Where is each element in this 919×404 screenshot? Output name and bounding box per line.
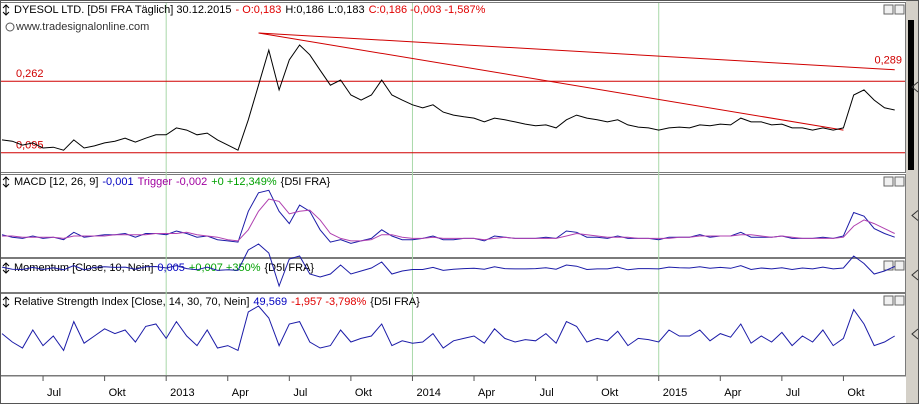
panel bbox=[0, 174, 906, 258]
scale-arrow bbox=[911, 328, 919, 340]
header-part: Trigger bbox=[138, 176, 173, 188]
header-part: -1,957 -3,798% bbox=[291, 296, 366, 308]
panel-header: DYESOL LTD. [D5I FRA Täglich] 30.12.2015… bbox=[14, 4, 486, 16]
panel-header: MACD [12, 26, 9] -0,001 Trigger -0,002 +0 +1… bbox=[14, 176, 331, 188]
series-line bbox=[1, 243, 895, 288]
header-part: -0,002 bbox=[176, 176, 207, 188]
series-line bbox=[2, 198, 895, 242]
x-tick-label: Apr bbox=[232, 387, 249, 399]
header-part: +0 +12,349% bbox=[211, 176, 277, 188]
panel bbox=[0, 258, 906, 293]
scale-arrow bbox=[911, 210, 919, 221]
title: DYESOL LTD. [D5I FRA Täglich] 30.12.2015 bbox=[14, 4, 231, 16]
scrollbar[interactable] bbox=[908, 20, 914, 170]
watermark: www.tradesignalonline.com bbox=[15, 21, 149, 33]
header-part: +0,007 +350% bbox=[189, 262, 261, 274]
x-tick-label: Okt bbox=[109, 387, 126, 399]
header-part: {D5I FRA} bbox=[370, 296, 420, 308]
x-tick-label: Jul bbox=[293, 387, 307, 399]
header-part: MACD [12, 26, 9] bbox=[14, 176, 98, 188]
window-button[interactable] bbox=[883, 295, 894, 306]
header-part: 0,005 bbox=[157, 262, 185, 274]
scale-arrow bbox=[911, 269, 919, 281]
panel bbox=[0, 2, 906, 173]
header-icon bbox=[2, 4, 10, 16]
window-button[interactable] bbox=[894, 4, 905, 15]
x-tick-label: 2015 bbox=[663, 387, 687, 399]
trend-line bbox=[258, 32, 844, 131]
series-line bbox=[1, 44, 895, 151]
header-part: C:0,186 -0,003 -1,587% bbox=[369, 4, 486, 16]
x-tick-label: Okt bbox=[847, 387, 864, 399]
x-tick-label: Apr bbox=[724, 387, 741, 399]
x-tick-label: Apr bbox=[478, 387, 495, 399]
horizontal-line-label: 0,262 bbox=[16, 68, 44, 80]
x-tick-label: 2013 bbox=[170, 387, 194, 399]
header-part: {D5I FRA} bbox=[281, 176, 331, 188]
window-button[interactable] bbox=[894, 260, 905, 271]
header-part: - O:0,183 bbox=[235, 4, 281, 16]
panel-header: Relative Strength Index [Close, 14, 30, … bbox=[14, 296, 420, 308]
x-tick-label: Okt bbox=[601, 387, 618, 399]
x-tick-label: Okt bbox=[355, 387, 372, 399]
x-tick-label: 2014 bbox=[416, 387, 440, 399]
x-tick-label: Jul bbox=[540, 387, 554, 399]
header-icon bbox=[2, 176, 10, 188]
window-button[interactable] bbox=[883, 260, 894, 271]
scale-arrow bbox=[911, 81, 919, 93]
window-button[interactable] bbox=[883, 4, 894, 15]
window-button[interactable] bbox=[883, 176, 894, 187]
window-button[interactable] bbox=[894, 295, 905, 306]
trend-line-label: 0,289 bbox=[874, 55, 902, 67]
x-tick-label: Jul bbox=[47, 387, 61, 399]
header-part: L:0,183 bbox=[328, 4, 365, 16]
header-part: {D5I FRA} bbox=[265, 262, 315, 274]
horizontal-line-label: 0,095 bbox=[16, 140, 44, 152]
header-part: Momentum [Close, 10, Nein] bbox=[14, 262, 153, 274]
panel-header: Momentum [Close, 10, Nein] 0,005 +0,007 +3… bbox=[14, 262, 314, 274]
header-part: H:0,186 bbox=[285, 4, 324, 16]
header-part: Relative Strength Index [Close, 14, 30, … bbox=[14, 296, 249, 308]
header-part: -0,001 bbox=[102, 176, 133, 188]
series-line bbox=[1, 305, 895, 352]
window-button[interactable] bbox=[894, 176, 905, 187]
watermark-icon bbox=[5, 22, 15, 32]
x-tick-label: Jul bbox=[786, 387, 800, 399]
header-icon bbox=[2, 296, 10, 308]
header-part: 49,569 bbox=[253, 296, 287, 308]
trend-line bbox=[258, 32, 895, 71]
